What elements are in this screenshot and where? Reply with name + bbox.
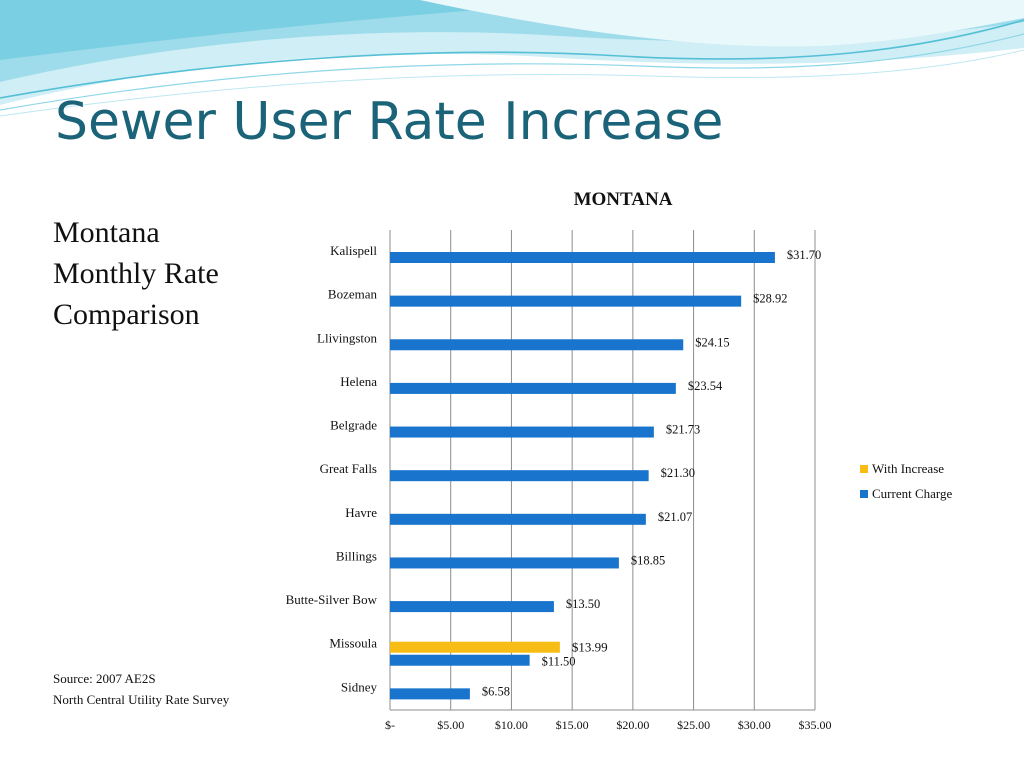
source-line: North Central Utility Rate Survey <box>53 692 230 707</box>
bar-current-charge <box>390 339 684 351</box>
data-label: $13.50 <box>566 597 600 611</box>
bar-current-charge <box>390 252 775 263</box>
data-label: $21.07 <box>658 510 692 524</box>
data-label: $23.54 <box>688 379 723 393</box>
x-tick-label: $- <box>385 718 395 732</box>
header-swoosh-decoration <box>0 0 1024 117</box>
x-tick-label: $30.00 <box>738 718 771 732</box>
bar-current-charge <box>390 295 742 307</box>
legend: With Increase Current Charge <box>860 456 952 506</box>
bar-current-charge <box>390 654 530 666</box>
category-label: Havre <box>345 505 377 520</box>
bars <box>390 252 775 700</box>
slide-title: Sewer User Rate Increase <box>55 92 724 152</box>
legend-label: With Increase <box>872 460 945 476</box>
category-label: Billings <box>336 548 377 563</box>
bar-current-charge <box>390 426 654 438</box>
data-label: $11.50 <box>542 655 576 669</box>
bar-current-charge <box>390 382 676 394</box>
category-label: Helena <box>340 374 377 389</box>
data-label: $31.70 <box>787 248 821 262</box>
bar-current-charge <box>390 601 554 613</box>
category-label: Butte-Silver Bow <box>286 592 378 607</box>
data-label: $28.92 <box>753 292 787 306</box>
data-label: $6.58 <box>482 684 510 698</box>
bar-current-charge <box>390 513 646 525</box>
slide-subtitle: Montana Monthly Rate Comparison <box>53 212 293 335</box>
legend-item-current-charge: Current Charge <box>860 481 952 506</box>
subtitle-line: Monthly Rate <box>53 257 219 290</box>
category-label: Bozeman <box>328 287 378 302</box>
source-note: Source: 2007 AE2S North Central Utility … <box>53 668 229 710</box>
category-label: Great Falls <box>320 461 377 476</box>
data-label: $13.99 <box>572 640 608 655</box>
x-tick-label: $10.00 <box>495 718 528 732</box>
category-label: Llivingston <box>317 330 377 345</box>
legend-item-with-increase: With Increase <box>860 456 952 481</box>
x-tick-label: $5.00 <box>437 718 464 732</box>
data-label: $21.73 <box>666 423 700 437</box>
x-tick-label: $20.00 <box>616 718 649 732</box>
bar-current-charge <box>390 557 619 569</box>
x-tick-label: $35.00 <box>799 718 832 732</box>
legend-swatch <box>860 489 868 498</box>
bar-current-charge <box>390 688 470 700</box>
bar-with-increase <box>390 641 560 653</box>
category-label: Kalispell <box>330 243 377 258</box>
labels: $- $5.00 $10.00 $15.00 $20.00 $25.00 $30.00 $35… <box>286 243 832 732</box>
x-tick-label: $15.00 <box>556 718 589 732</box>
data-label: $24.15 <box>695 335 729 349</box>
legend-label: Current Charge <box>872 485 953 501</box>
source-line: Source: 2007 AE2S <box>53 671 156 686</box>
data-label: $18.85 <box>631 553 665 567</box>
data-label: $21.30 <box>661 466 695 480</box>
legend-swatch <box>860 464 868 473</box>
chart-title: MONTANA <box>574 189 673 210</box>
category-label: Belgrade <box>330 418 377 433</box>
grid-lines <box>389 230 816 711</box>
subtitle-line: Comparison <box>53 298 200 331</box>
x-tick-label: $25.00 <box>677 718 710 732</box>
category-label: Sidney <box>341 679 378 694</box>
bar-current-charge <box>390 470 649 482</box>
category-label: Missoula <box>329 636 377 651</box>
subtitle-line: Montana <box>53 216 160 249</box>
